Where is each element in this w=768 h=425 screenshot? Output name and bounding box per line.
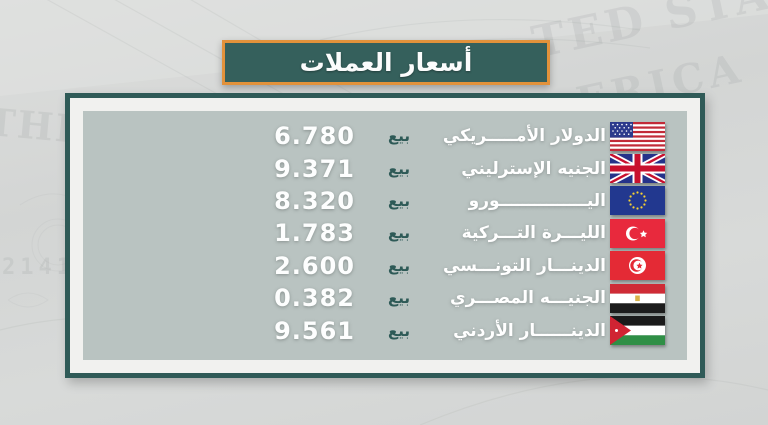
- table-row-gbp: 9.371 بيع الجنيه الإسترليني: [83, 152, 665, 184]
- egypt-flag-icon: [610, 283, 665, 313]
- sell-label: بيع: [387, 191, 410, 210]
- page-title: أسعار العملات: [299, 48, 473, 77]
- turkey-flag-icon: [610, 218, 665, 248]
- eu-flag-icon: [610, 186, 665, 216]
- sell-label: بيع: [387, 256, 410, 275]
- uk-flag-icon: [610, 154, 665, 184]
- table-row-egp: 0.382 بيع الجنيـــه المصـــري: [83, 282, 665, 314]
- rate-value: 6.780: [274, 122, 355, 151]
- rate-value: 2.600: [274, 251, 355, 280]
- us-flag-icon: [610, 121, 665, 151]
- rate-value: 8.320: [274, 186, 355, 215]
- currency-name: الدينـــار التونـــسي: [443, 255, 606, 276]
- jordan-flag-icon: [610, 316, 665, 346]
- currency-name: الدينــــــار الأردني: [453, 320, 606, 341]
- rate-value: 9.371: [274, 154, 355, 183]
- sell-label: بيع: [387, 321, 410, 340]
- rate-value: 9.561: [274, 316, 355, 345]
- sell-label: بيع: [387, 224, 410, 243]
- tunisia-flag-icon: [610, 251, 665, 281]
- watermark-text: TED STATES: [528, 0, 768, 69]
- sell-label: بيع: [387, 127, 410, 146]
- currency-name: الدولار الأمـــــريكي: [442, 126, 606, 147]
- currency-name: الجنيه الإسترليني: [461, 158, 606, 179]
- rates-panel: 6.780 بيع الدولار الأمـــــريكي: [65, 93, 705, 378]
- table-row-usd: 6.780 بيع الدولار الأمـــــريكي: [83, 120, 665, 152]
- sell-label: بيع: [387, 289, 410, 308]
- table-row-eur: 8.320 بيع اليـــــــــــــــورو: [83, 185, 665, 217]
- rate-value: 0.382: [274, 284, 355, 313]
- title-banner: أسعار العملات: [222, 40, 550, 85]
- table-row-tnd: 2.600 بيع الدينـــار التونـــسي: [83, 250, 665, 282]
- currency-name: الليـــرة التـــركية: [461, 223, 606, 244]
- table-row-jod: 9.561 بيع الدينــــــار الأردني: [83, 314, 665, 346]
- rate-value: 1.783: [274, 219, 355, 248]
- sell-label: بيع: [387, 159, 410, 178]
- currency-name: الجنيـــه المصـــري: [450, 288, 606, 309]
- currency-name: اليـــــــــــــــورو: [468, 190, 606, 211]
- rates-table: 6.780 بيع الدولار الأمـــــريكي: [83, 111, 687, 360]
- table-row-try: 1.783 بيع الليـــرة التـــركية: [83, 217, 665, 249]
